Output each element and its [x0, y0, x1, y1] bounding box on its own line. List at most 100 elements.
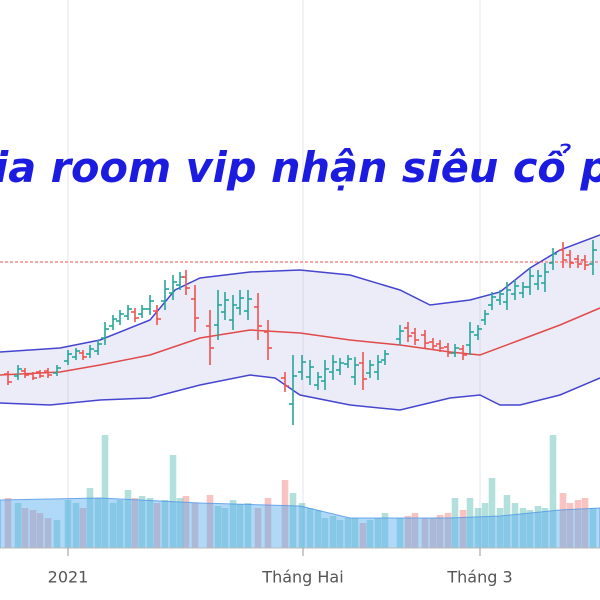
plot-area [0, 234, 600, 548]
ohlc-bar [306, 360, 314, 385]
ohlc-bar [503, 282, 511, 310]
volume-bar [436, 515, 444, 548]
x-axis-labels: 2021 Tháng Hai Tháng 3 [48, 548, 513, 587]
ohlc-bar [474, 325, 482, 340]
volume-bar [549, 435, 557, 548]
ohlc-bar [436, 340, 444, 352]
ohlc-bar [229, 295, 237, 330]
ohlc-bar [206, 310, 214, 365]
volume-bar [191, 503, 199, 548]
ohlc-bar [109, 315, 117, 330]
volume-bar [4, 498, 12, 548]
ohlc-bar [116, 310, 124, 325]
volume-bar [351, 518, 359, 548]
volume-bar [359, 523, 367, 548]
volume-bar [206, 495, 214, 548]
volume-bar [182, 496, 190, 548]
ohlc-bar [566, 250, 574, 268]
x-tick-label: Tháng Hai [261, 568, 343, 587]
volume-bar [289, 493, 297, 548]
volume-bar [444, 513, 452, 548]
volume-bar [366, 520, 374, 548]
volume-bar [519, 508, 527, 548]
middle-band [0, 307, 600, 376]
volume-bar [176, 498, 184, 548]
volume-bar [589, 508, 597, 548]
ohlc-bar [496, 290, 504, 305]
volume-bar [29, 510, 37, 548]
volume-bar [534, 506, 542, 548]
ohlc-bar [4, 371, 12, 385]
volume-bar [101, 435, 109, 548]
volume-bar [541, 508, 549, 548]
volume-bar [559, 493, 567, 548]
ohlc-bar [14, 365, 22, 380]
volume-bar [329, 516, 337, 548]
volume-bar [53, 520, 61, 548]
volume-bar [236, 504, 244, 548]
ohlc-bar [429, 338, 437, 350]
ohlc-bar [329, 355, 337, 380]
volume-bar [221, 508, 229, 548]
ohlc-bar [574, 255, 582, 268]
volume-bar [381, 513, 389, 548]
volume-bar [566, 503, 574, 548]
ohlc-bar [281, 372, 289, 392]
ohlc-bar [344, 355, 352, 368]
volume-bar [321, 518, 329, 548]
volume-bar [244, 503, 252, 548]
ohlc-bar [534, 270, 542, 290]
ohlc-bar [94, 340, 102, 355]
volume-bar [429, 518, 437, 548]
volume-bar [72, 503, 80, 548]
ohlc-bar [526, 268, 534, 295]
ohlc-bar [44, 368, 52, 378]
ohlc-bar [79, 350, 87, 360]
volume-bar [264, 498, 272, 548]
ohlc-bar [481, 310, 489, 325]
volume-bar [496, 508, 504, 548]
ohlc-bar [101, 322, 109, 345]
volume-bar [411, 513, 419, 548]
ohlc-bar [191, 285, 199, 332]
volume-bar [64, 500, 72, 548]
ohlc-bar [169, 275, 177, 300]
ohlc-bar [289, 355, 297, 425]
ohlc-bar [254, 293, 262, 340]
volume-bar [306, 508, 314, 548]
volume-ma-area [0, 497, 600, 548]
volume-bar [146, 498, 154, 548]
x-tick-label: Tháng 3 [446, 568, 512, 587]
ohlc-bar [29, 372, 37, 380]
ohlc-bar [589, 240, 597, 275]
ohlc-bar [381, 350, 389, 365]
ohlc-bar [86, 345, 94, 358]
ohlc-bar [488, 292, 496, 310]
ohlc-bar [374, 355, 382, 380]
ohlc-bar [421, 330, 429, 348]
volume-bar [44, 518, 52, 548]
band-fill [0, 235, 600, 410]
ohlc-bar [459, 345, 467, 360]
volume-bar [79, 508, 87, 548]
volume-bar [481, 503, 489, 548]
overlay-text: ia room vip nhận siêu cổ p [0, 142, 600, 192]
ohlc-bar [264, 320, 272, 360]
ohlc-bar [411, 328, 419, 345]
ohlc-bar [36, 370, 44, 378]
volume-bar [396, 518, 404, 548]
ohlc-bar [138, 305, 146, 318]
volume-bar [109, 503, 117, 548]
volume-bar [503, 495, 511, 548]
volume-bar [281, 480, 289, 548]
ohlc-bar [559, 242, 567, 268]
volume-bar [153, 503, 161, 548]
ohlc-bar [153, 305, 161, 325]
volume-bar [336, 520, 344, 548]
ohlc-bar [72, 348, 80, 360]
ohlc-bar [64, 350, 72, 365]
volume-bar [421, 518, 429, 548]
volume-bar [404, 516, 412, 548]
ohlc-bar [53, 365, 61, 376]
